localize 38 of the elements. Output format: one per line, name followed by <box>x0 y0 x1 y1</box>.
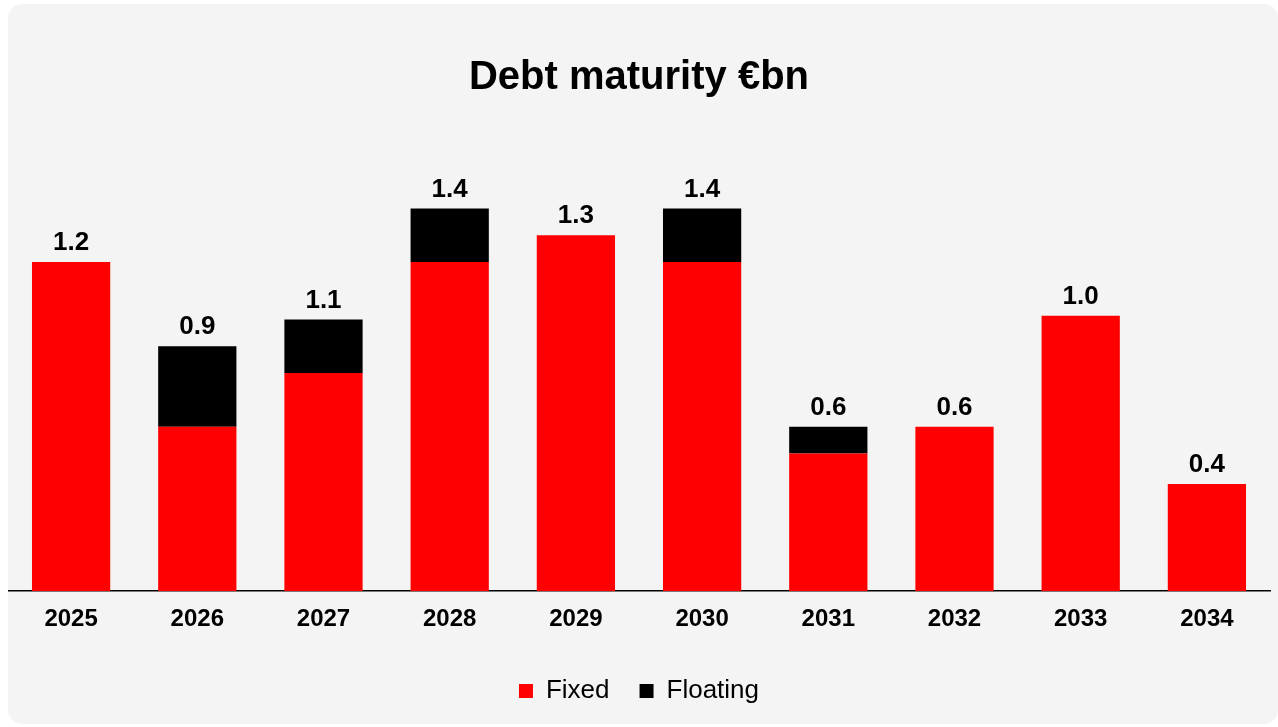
x-tick-label: 2029 <box>549 604 603 632</box>
annotation: 1.1 <box>305 283 342 314</box>
annotation: 1.4 <box>684 172 721 203</box>
x-tick-label: 2026 <box>170 604 224 632</box>
x-tick-label: 2027 <box>296 604 351 632</box>
x-tick-label: 2025 <box>44 604 98 632</box>
annotation: 1.4 <box>431 172 469 203</box>
bar <box>410 208 489 263</box>
x-tick-label: 2032 <box>927 604 982 632</box>
bar <box>284 319 363 374</box>
bar <box>915 426 994 592</box>
x-tick-label: 2031 <box>801 604 855 632</box>
annotation: 1.0 <box>1062 279 1099 310</box>
bar <box>1167 484 1247 592</box>
annotation: 0.6 <box>936 390 973 421</box>
annotation: 0.9 <box>179 310 216 341</box>
bar <box>284 373 363 592</box>
bar <box>31 262 111 592</box>
annotation: 1.3 <box>557 199 594 230</box>
bar <box>789 426 868 454</box>
chart-title: Debt maturity €bn <box>468 53 810 98</box>
bar <box>1041 315 1120 592</box>
legend-label: Floating <box>666 674 760 705</box>
bar <box>158 426 237 592</box>
bar <box>410 262 489 592</box>
x-tick-label: 2033 <box>1054 604 1108 632</box>
x-tick-label: 2030 <box>675 604 729 632</box>
x-tick-label: 2034 <box>1180 604 1235 632</box>
annotation: 0.6 <box>810 390 847 421</box>
bar <box>158 346 237 427</box>
bar <box>789 453 868 592</box>
annotation: 0.4 <box>1188 448 1226 479</box>
bar <box>536 235 616 592</box>
x-tick-label: 2028 <box>423 604 477 632</box>
legend-label: Fixed <box>545 674 610 705</box>
annotation: 1.2 <box>53 226 90 257</box>
bar <box>662 262 742 592</box>
bar <box>662 208 742 263</box>
